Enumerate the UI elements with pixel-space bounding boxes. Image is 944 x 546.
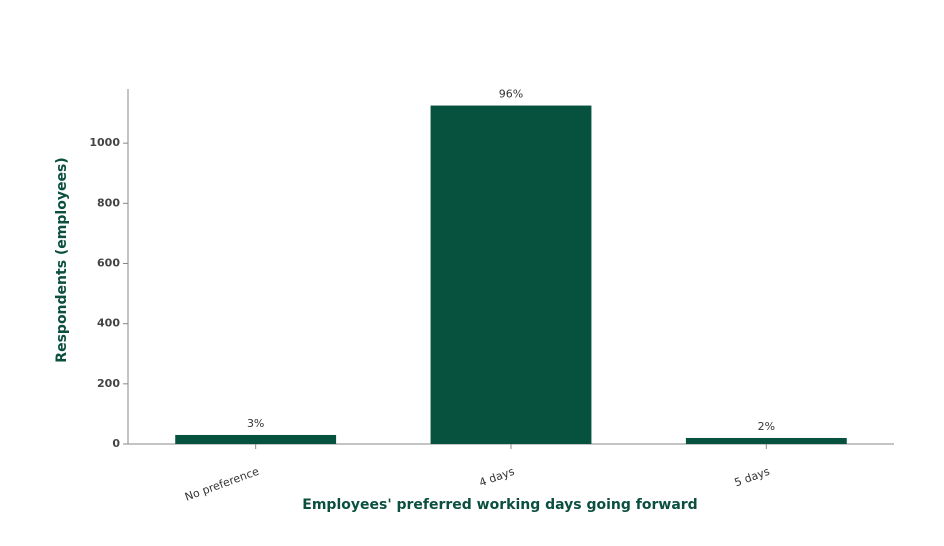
x-tick-label: 4 days <box>477 465 516 490</box>
y-tick-label: 600 <box>97 256 120 269</box>
y-tick-label: 200 <box>97 377 120 390</box>
bar <box>685 437 847 444</box>
y-tick-label: 1000 <box>89 136 120 149</box>
y-axis-label: Respondents (employees) <box>54 157 70 362</box>
y-tick-label: 800 <box>97 196 120 209</box>
bar <box>175 434 337 444</box>
data-label: 3% <box>247 417 264 430</box>
x-tick-label: 5 days <box>733 465 772 490</box>
bar <box>430 105 592 445</box>
y-tick-label: 400 <box>97 317 120 330</box>
x-axis-label: Employees' preferred working days going … <box>302 497 697 513</box>
data-label: 2% <box>758 420 775 433</box>
data-label: 96% <box>499 88 523 101</box>
y-tick-label: 0 <box>112 437 120 450</box>
x-tick-label: No preference <box>183 465 261 504</box>
